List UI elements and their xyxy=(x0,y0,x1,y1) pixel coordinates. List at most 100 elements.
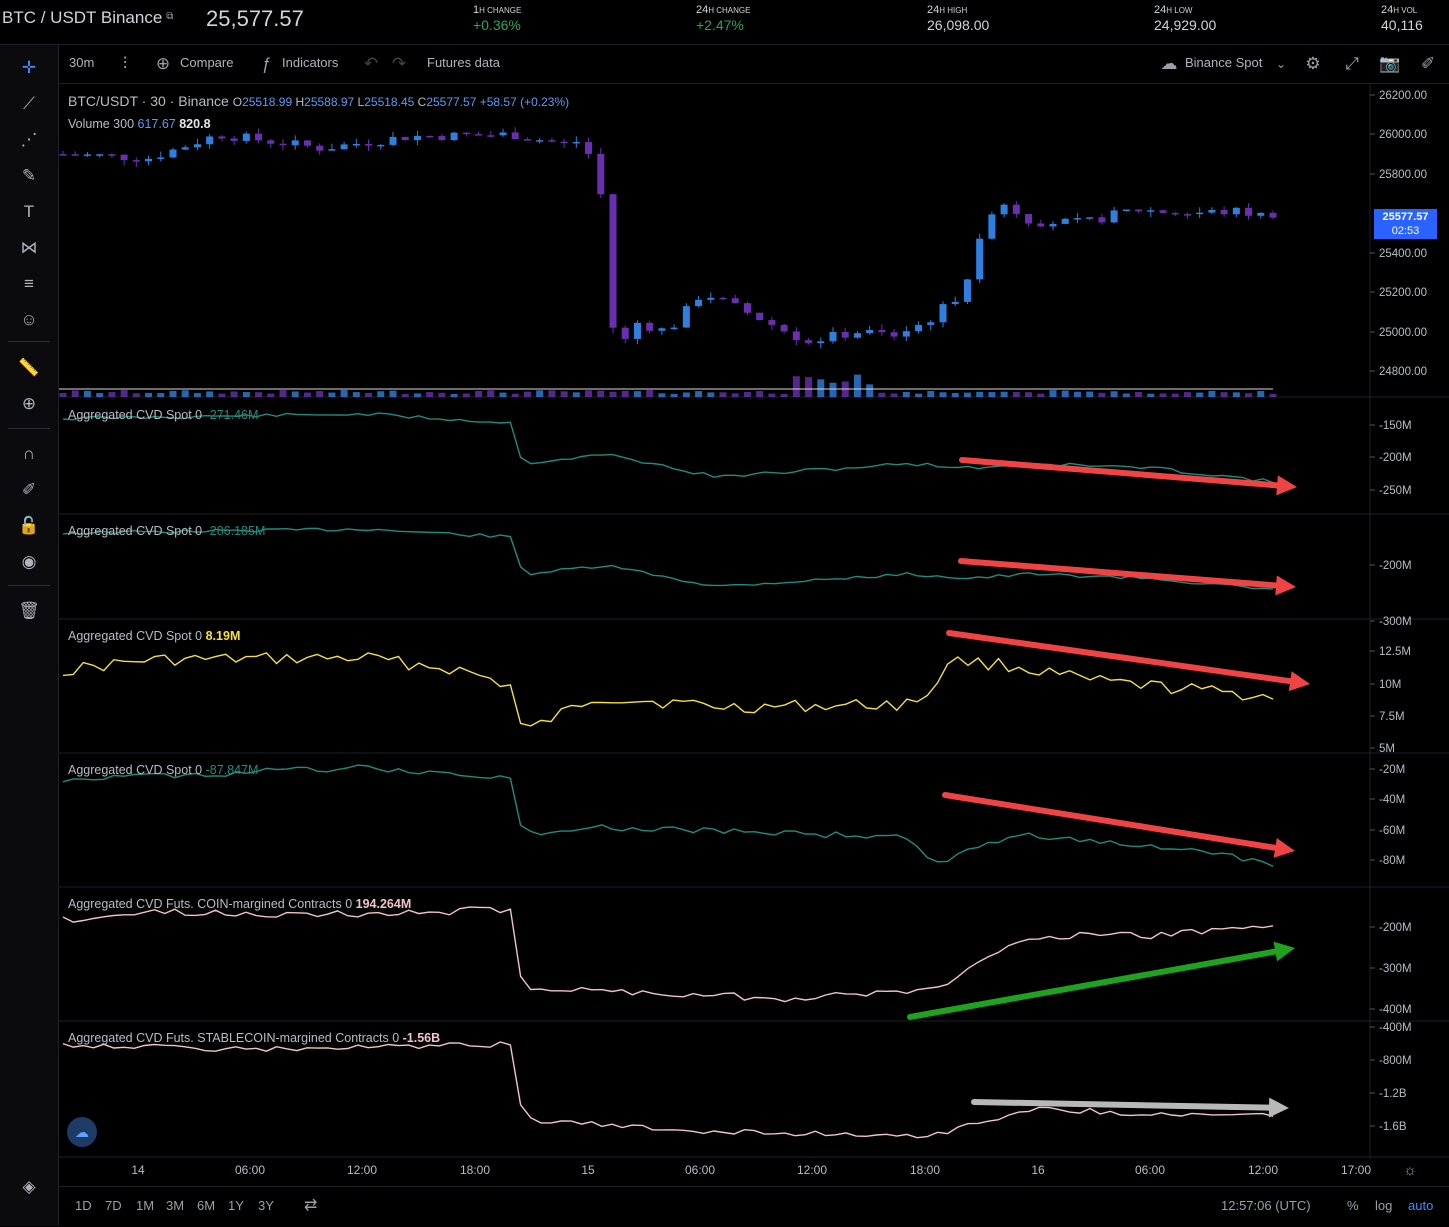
arrow-shaft xyxy=(971,1099,1273,1111)
chart-canvas[interactable]: 26200.00 26000.00 25800.00 25400.00 25200.00… xyxy=(59,84,1449,1184)
candle-body xyxy=(560,141,568,144)
volume-bar xyxy=(389,390,397,397)
volume-bar xyxy=(768,393,776,397)
lock-drawing-icon[interactable]: ✐ xyxy=(21,480,37,499)
volume-bar xyxy=(731,393,739,397)
volume-bar xyxy=(377,391,385,397)
range-7d[interactable]: 7D xyxy=(105,1198,122,1213)
goto-date-icon[interactable]: ⇄ xyxy=(304,1197,318,1214)
chart-area[interactable]: 26200.00 26000.00 25800.00 25400.00 25200.00… xyxy=(59,84,1449,1184)
candle-body xyxy=(83,154,91,156)
text-tool-icon[interactable]: T xyxy=(23,202,35,221)
volume-bar xyxy=(890,393,898,397)
candle-body xyxy=(426,135,434,138)
candles-icon[interactable]: ⫶ xyxy=(122,54,128,73)
compare-plus-icon[interactable]: ⊕ xyxy=(155,54,171,73)
candle-body xyxy=(1086,217,1094,219)
arrow-shaft xyxy=(907,948,1279,1020)
volume-bar xyxy=(511,393,519,397)
red-arrow-pane-4 xyxy=(942,792,1295,858)
interval-button[interactable]: 30m xyxy=(69,55,95,70)
ruler-icon[interactable]: 📏 xyxy=(18,358,40,377)
volume-bar xyxy=(805,377,813,397)
range-3y[interactable]: 3Y xyxy=(258,1198,274,1213)
candle-body xyxy=(951,301,959,305)
redo-icon[interactable]: ↷ xyxy=(391,54,407,73)
candle-body xyxy=(1245,207,1253,216)
layers-icon[interactable]: ◈ xyxy=(22,1177,36,1196)
futures-data-button[interactable]: Futures data xyxy=(427,55,500,70)
arrow-shaft xyxy=(958,558,1280,589)
candle-body xyxy=(279,143,287,146)
pane-axis-label: 5M xyxy=(1379,743,1395,755)
candle-body xyxy=(1061,218,1069,224)
pane-axis-label: 7.5M xyxy=(1379,711,1405,723)
volume-bar xyxy=(450,393,458,397)
indicators-button[interactable]: Indicators xyxy=(282,55,339,70)
source-selector[interactable]: Binance Spot xyxy=(1185,55,1263,70)
candle-body xyxy=(132,160,140,162)
last-price: 25,577.57 xyxy=(206,6,304,31)
candle-body xyxy=(450,132,458,141)
fullscreen-icon[interactable]: ⤢ xyxy=(1345,54,1359,73)
trash-icon[interactable]: 🗑 xyxy=(18,601,40,620)
cloud-icon: ☁ xyxy=(1160,54,1178,73)
pane-axis-label: -200M xyxy=(1379,560,1412,572)
zoom-in-icon[interactable]: ⊕ xyxy=(21,394,37,413)
range-1m[interactable]: 1M xyxy=(136,1198,155,1213)
auto-toggle[interactable]: auto xyxy=(1408,1198,1434,1213)
volume-bar xyxy=(1245,393,1253,397)
utc-clock[interactable]: 12:57:06 (UTC) xyxy=(1221,1198,1311,1213)
eye-icon[interactable]: ◉ xyxy=(21,552,37,571)
candle-body xyxy=(621,327,629,339)
external-link-icon[interactable]: ⧉ xyxy=(166,11,174,22)
candle-body xyxy=(866,330,874,334)
magnet-icon[interactable]: ∩ xyxy=(22,444,36,463)
lock-icon[interactable]: 🔓 xyxy=(18,516,40,535)
toolbar-divider xyxy=(8,585,50,586)
arrow-head xyxy=(1275,575,1296,596)
publish-icon[interactable]: ✐ xyxy=(1420,54,1436,73)
volume-bar xyxy=(536,390,544,397)
volume-bar xyxy=(756,391,764,397)
candle-body xyxy=(206,136,214,145)
candle-body xyxy=(316,145,324,151)
indicators-fx-icon[interactable]: ƒ xyxy=(261,54,271,73)
chevron-down-icon[interactable]: ⌄ xyxy=(1275,57,1287,71)
volume-bar xyxy=(633,391,641,397)
crosshair-icon[interactable]: ✛ xyxy=(21,58,37,77)
percent-toggle[interactable]: % xyxy=(1347,1198,1359,1213)
emoji-icon[interactable]: ☺ xyxy=(20,310,38,329)
volume-bar xyxy=(988,392,996,397)
time-axis-label: 18:00 xyxy=(460,1163,490,1177)
arrow-head xyxy=(1273,941,1295,962)
range-1d[interactable]: 1D xyxy=(75,1198,92,1213)
brush-icon[interactable]: ✎ xyxy=(21,166,37,185)
prediction-tool-icon[interactable]: ≡ xyxy=(24,274,34,293)
range-6m[interactable]: 6M xyxy=(197,1198,216,1213)
volume-bar xyxy=(1257,390,1265,397)
candle-body xyxy=(1269,212,1277,218)
trend-line-icon[interactable]: ⟋ xyxy=(23,94,35,113)
pane-1-legend: Aggregated CVD Spot 0 -271.46M xyxy=(68,408,259,422)
undo-icon[interactable]: ↶ xyxy=(363,54,379,73)
camera-icon[interactable]: 📷 xyxy=(1379,54,1401,73)
volume-legend: Volume 300 617.67 820.8 xyxy=(68,117,211,131)
compare-button[interactable]: Compare xyxy=(180,55,234,70)
settings-gear-icon[interactable]: ⚙ xyxy=(1305,54,1321,73)
stat-24h-change: 24H CHANGE +2.47% xyxy=(696,4,751,33)
volume-bar xyxy=(145,392,153,397)
range-1y[interactable]: 1Y xyxy=(228,1198,244,1213)
pattern-tool-icon[interactable]: ⋈ xyxy=(20,238,38,257)
fib-tool-icon[interactable]: ⋰ xyxy=(20,130,38,149)
volume-bar xyxy=(1098,392,1106,397)
symbol-title[interactable]: BTC / USDT Binance ⧉ xyxy=(2,8,174,27)
candle-body xyxy=(242,133,250,141)
range-3m[interactable]: 3M xyxy=(166,1198,185,1213)
tradingview-logo[interactable]: ☁ xyxy=(67,1117,97,1147)
volume-bar xyxy=(267,393,275,397)
stat-24h-high: 24H HIGH 26,098.00 xyxy=(927,4,990,33)
candle-body xyxy=(743,303,751,313)
arrow-head xyxy=(1288,671,1310,692)
log-toggle[interactable]: log xyxy=(1375,1198,1393,1213)
